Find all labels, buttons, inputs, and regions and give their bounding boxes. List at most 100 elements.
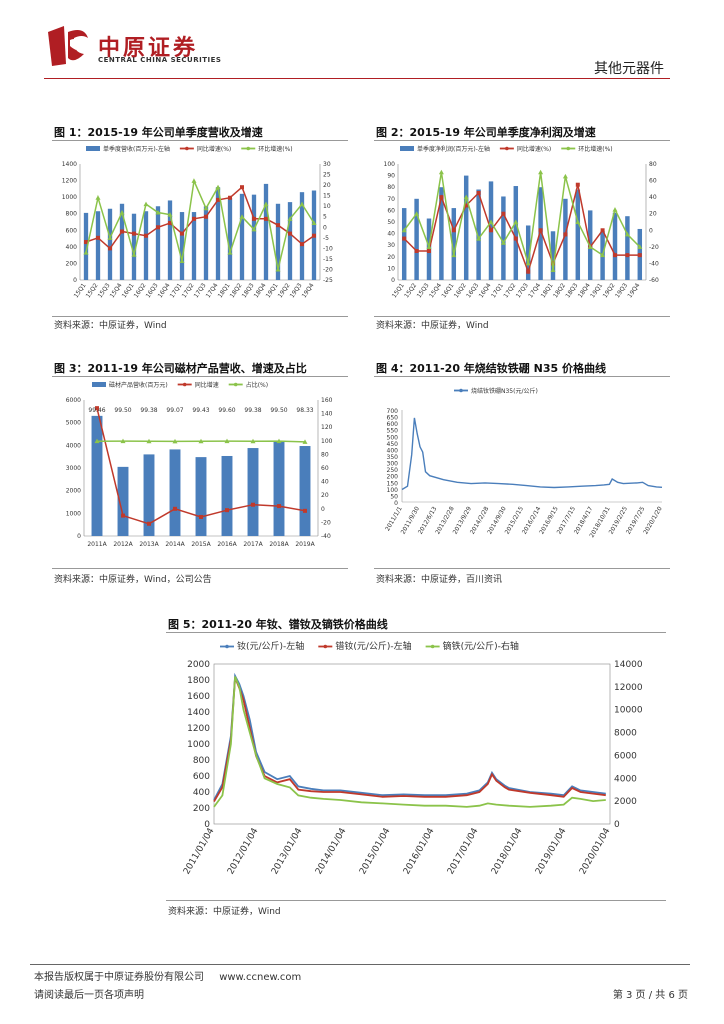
x-tick-label: 19Q4 xyxy=(626,282,641,299)
y-tick-label-left: 300 xyxy=(387,461,399,468)
footer-divider xyxy=(30,964,690,965)
footer-disclaimer: 请阅读最后一页各项声明 xyxy=(34,990,144,1001)
y-tick-label-right: -20 xyxy=(321,519,331,526)
point-2-14 xyxy=(251,226,257,232)
legend-marker-1 xyxy=(185,146,189,151)
y-tick-label-left: 50 xyxy=(390,493,398,500)
point-1-4 xyxy=(451,228,456,233)
y-tick-label-right: -40 xyxy=(321,533,331,540)
bar-19Q3 xyxy=(625,216,630,280)
point-1-17 xyxy=(613,253,617,258)
x-tick-label: 2011/01/04 xyxy=(182,826,217,876)
y-tick-label-right: -20 xyxy=(323,266,333,273)
y-tick-label-right: 80 xyxy=(649,161,657,168)
x-tick-label: 2011A xyxy=(87,541,107,548)
point-2-18 xyxy=(624,231,630,237)
bar-2012A xyxy=(117,466,129,536)
footer-url[interactable]: www.ccnew.com xyxy=(219,972,302,983)
bar-15Q2 xyxy=(414,198,419,280)
figure-4-chart: 烧结钕铁硼N35(元/公斤) 0 50 100 150 200 250 300 350 400 45… xyxy=(374,378,670,566)
y-tick-label-left: 400 xyxy=(193,788,210,798)
legend-marker-0 xyxy=(225,644,229,649)
x-tick-label: 2014A xyxy=(165,541,185,548)
bar-18Q4 xyxy=(263,183,269,280)
bar-17Q3 xyxy=(525,225,531,280)
bar-17Q1 xyxy=(179,212,185,280)
bar-17Q4 xyxy=(538,187,543,280)
point-1-14 xyxy=(252,216,256,221)
y-tick-label-left: 0 xyxy=(204,820,210,830)
y-tick-label-right: 0 xyxy=(614,820,620,830)
y-tick-label-left: 30 xyxy=(387,242,395,249)
y-tick-label-left: 1000 xyxy=(62,194,77,201)
bar-16Q3 xyxy=(476,189,481,280)
point-1-16 xyxy=(600,228,605,233)
x-tick-label: 2013/01/04 xyxy=(270,826,305,876)
y-tick-label-right: -25 xyxy=(323,277,333,284)
y-tick-label-right: 0 xyxy=(649,227,653,234)
bar-16Q1 xyxy=(131,213,137,280)
point-2-2 xyxy=(146,438,152,444)
header: 中原证券 CENTRAL CHINA SECURITIES 其他元器件 xyxy=(0,0,724,80)
series-line-0 xyxy=(401,417,663,491)
bar-2017A xyxy=(247,448,259,536)
y-tick-label-right: 100 xyxy=(321,438,333,445)
legend-marker-1 xyxy=(323,644,328,649)
point-1-0 xyxy=(95,406,99,411)
point-2-3 xyxy=(438,169,444,175)
point-1-4 xyxy=(132,231,136,236)
point-2-3 xyxy=(119,210,125,215)
bar-19Q2 xyxy=(612,212,618,280)
point-1-12 xyxy=(551,261,555,266)
point-1-9 xyxy=(192,216,196,221)
y-tick-label-left: 2000 xyxy=(66,488,81,495)
x-tick-label: 2016/01/04 xyxy=(402,826,437,876)
point-2-13 xyxy=(562,173,568,179)
legend-label-0: 钕(元/公斤)-左轴 xyxy=(237,640,304,652)
figure-1-caption: 图 1：2015-19 年公司单季度营收及增速 xyxy=(54,126,263,139)
y-tick-label-right: 0 xyxy=(323,224,327,231)
y-tick-label-left: 1800 xyxy=(187,676,210,686)
point-2-12 xyxy=(227,250,233,255)
plot-frame xyxy=(213,663,611,825)
section-title: 其他元器件 xyxy=(594,61,664,77)
point-2-9 xyxy=(513,219,519,224)
point-2-2 xyxy=(107,235,113,240)
point-1-18 xyxy=(625,253,630,258)
point-2-16 xyxy=(600,252,606,258)
point-1-6 xyxy=(251,502,255,507)
bar-2016A xyxy=(221,455,233,536)
company-logo-icon xyxy=(48,26,88,66)
y-tick-label-right: 20 xyxy=(649,211,657,218)
bar-2019A xyxy=(299,446,311,536)
y-tick-label-right: 25 xyxy=(323,172,331,179)
bar-15Q4 xyxy=(119,203,125,280)
legend-marker-2 xyxy=(430,644,435,649)
data-label: 99.46 xyxy=(88,407,105,414)
bar-16Q3 xyxy=(155,206,161,280)
bar-15Q3 xyxy=(107,208,113,280)
y-tick-label-left: 10 xyxy=(387,265,395,272)
point-2-1 xyxy=(95,195,101,200)
y-tick-label-right: 40 xyxy=(321,479,329,486)
point-1-8 xyxy=(303,508,307,513)
figure-2-top-rule xyxy=(374,140,670,141)
y-tick-label-right: 2000 xyxy=(614,797,637,807)
y-tick-label-left: 400 xyxy=(66,244,78,251)
data-label: 99.07 xyxy=(166,407,183,414)
figure-5-source: 资料来源：中原证券，Wind xyxy=(168,907,281,917)
point-1-3 xyxy=(120,229,124,234)
figure-1-chart: 单季度营收(百万元)-左轴 同比增速(%) 环比增速(%) 0 200 400 600 800… xyxy=(52,142,348,316)
point-1-2 xyxy=(108,246,112,251)
x-tick-label: 2017/01/04 xyxy=(446,826,481,876)
figure-3-caption: 图 3：2011-19 年公司磁材产品营收、增速及占比 xyxy=(54,362,307,375)
point-2-10 xyxy=(203,205,209,211)
series-line-1 xyxy=(213,677,606,803)
point-2-7 xyxy=(276,438,282,444)
bar-17Q1 xyxy=(501,196,506,280)
figure-3-svg: 磁材产品营收(百万元) 同比增速 占比(%)01000200030004000500… xyxy=(66,381,333,548)
company-name-cn: 中原证券 xyxy=(98,35,199,61)
point-1-10 xyxy=(526,269,531,274)
y-tick-label-right: 140 xyxy=(321,411,333,418)
point-1-13 xyxy=(240,185,244,190)
